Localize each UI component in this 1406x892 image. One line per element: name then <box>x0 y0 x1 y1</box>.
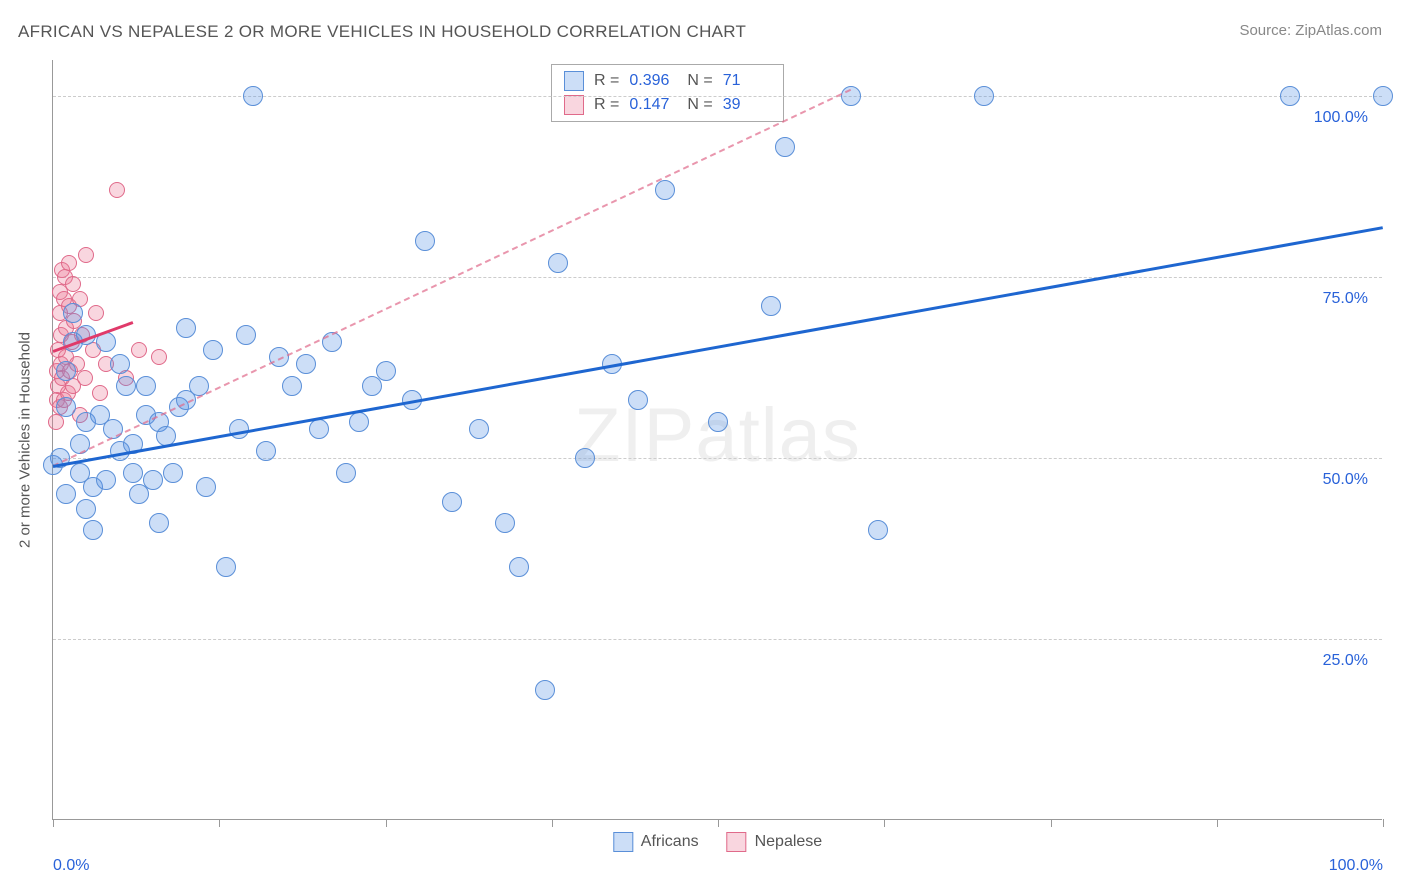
gridline <box>53 277 1382 278</box>
data-point-african <box>336 463 356 483</box>
data-point-nepalese <box>61 255 77 271</box>
data-point-african <box>149 513 169 533</box>
watermark: ZIPatlas <box>574 392 861 479</box>
y-tick-label: 75.0% <box>1323 290 1368 308</box>
data-point-african <box>163 463 183 483</box>
data-point-african <box>469 419 489 439</box>
data-point-nepalese <box>77 370 93 386</box>
data-point-african <box>761 296 781 316</box>
data-point-african <box>56 361 76 381</box>
data-point-african <box>349 412 369 432</box>
gridline <box>53 458 1382 459</box>
data-point-african <box>96 470 116 490</box>
data-point-african <box>136 376 156 396</box>
legend-swatch <box>727 832 747 852</box>
legend-r-value: 0.396 <box>629 69 677 93</box>
x-tick <box>386 819 387 827</box>
data-point-african <box>56 484 76 504</box>
data-point-african <box>415 231 435 251</box>
plot-area: 2 or more Vehicles in Household ZIPatlas… <box>52 60 1382 820</box>
data-point-african <box>376 361 396 381</box>
x-tick <box>1383 819 1384 827</box>
legend-row: R = 0.396 N = 71 <box>564 69 771 93</box>
data-point-african <box>509 557 529 577</box>
x-tick <box>1051 819 1052 827</box>
legend-item: Africans <box>613 832 699 852</box>
y-axis-label: 2 or more Vehicles in Household <box>17 332 34 548</box>
legend-label: Africans <box>641 833 699 851</box>
x-tick-label: 0.0% <box>53 857 89 875</box>
data-point-african <box>83 520 103 540</box>
x-tick <box>1217 819 1218 827</box>
data-point-african <box>63 303 83 323</box>
legend-swatch <box>613 832 633 852</box>
stats-legend: R =0.396N =71R =0.147N =39 <box>551 64 784 122</box>
data-point-african <box>236 325 256 345</box>
data-point-african <box>628 390 648 410</box>
legend-label: Nepalese <box>755 833 823 851</box>
data-point-african <box>243 86 263 106</box>
data-point-african <box>123 463 143 483</box>
chart-container: AFRICAN VS NEPALESE 2 OR MORE VEHICLES I… <box>0 0 1406 892</box>
data-point-african <box>296 354 316 374</box>
chart-title: AFRICAN VS NEPALESE 2 OR MORE VEHICLES I… <box>18 22 746 42</box>
series-legend: Africans Nepalese <box>613 832 822 852</box>
data-point-nepalese <box>78 247 94 263</box>
gridline <box>53 639 1382 640</box>
data-point-african <box>216 557 236 577</box>
x-tick-label: 100.0% <box>1329 857 1383 875</box>
data-point-african <box>655 180 675 200</box>
x-tick <box>718 819 719 827</box>
data-point-african <box>548 253 568 273</box>
data-point-african <box>282 376 302 396</box>
data-point-african <box>708 412 728 432</box>
data-point-african <box>309 419 329 439</box>
data-point-african <box>116 376 136 396</box>
x-tick <box>884 819 885 827</box>
y-tick-label: 25.0% <box>1323 652 1368 670</box>
data-point-nepalese <box>131 342 147 358</box>
legend-n-label: N = <box>687 69 712 93</box>
source-attribution: Source: ZipAtlas.com <box>1239 22 1382 39</box>
y-tick-label: 50.0% <box>1323 471 1368 489</box>
data-point-african <box>442 492 462 512</box>
legend-r-label: R = <box>594 69 619 93</box>
data-point-african <box>1280 86 1300 106</box>
data-point-african <box>110 354 130 374</box>
data-point-nepalese <box>92 385 108 401</box>
x-tick <box>53 819 54 827</box>
data-point-african <box>868 520 888 540</box>
data-point-african <box>974 86 994 106</box>
y-tick-label: 100.0% <box>1314 109 1368 127</box>
data-point-african <box>495 513 515 533</box>
x-tick <box>219 819 220 827</box>
data-point-african <box>256 441 276 461</box>
legend-swatch <box>564 71 584 91</box>
data-point-african <box>775 137 795 157</box>
legend-item: Nepalese <box>727 832 823 852</box>
legend-swatch <box>564 95 584 115</box>
data-point-african <box>143 470 163 490</box>
data-point-nepalese <box>109 182 125 198</box>
data-point-african <box>575 448 595 468</box>
data-point-nepalese <box>88 305 104 321</box>
x-tick <box>552 819 553 827</box>
data-point-african <box>203 340 223 360</box>
data-point-african <box>196 477 216 497</box>
data-point-african <box>176 318 196 338</box>
data-point-african <box>535 680 555 700</box>
data-point-african <box>56 397 76 417</box>
data-point-african <box>1373 86 1393 106</box>
data-point-african <box>76 499 96 519</box>
trend-line <box>53 226 1384 468</box>
data-point-nepalese <box>151 349 167 365</box>
legend-n-value: 71 <box>723 69 771 93</box>
